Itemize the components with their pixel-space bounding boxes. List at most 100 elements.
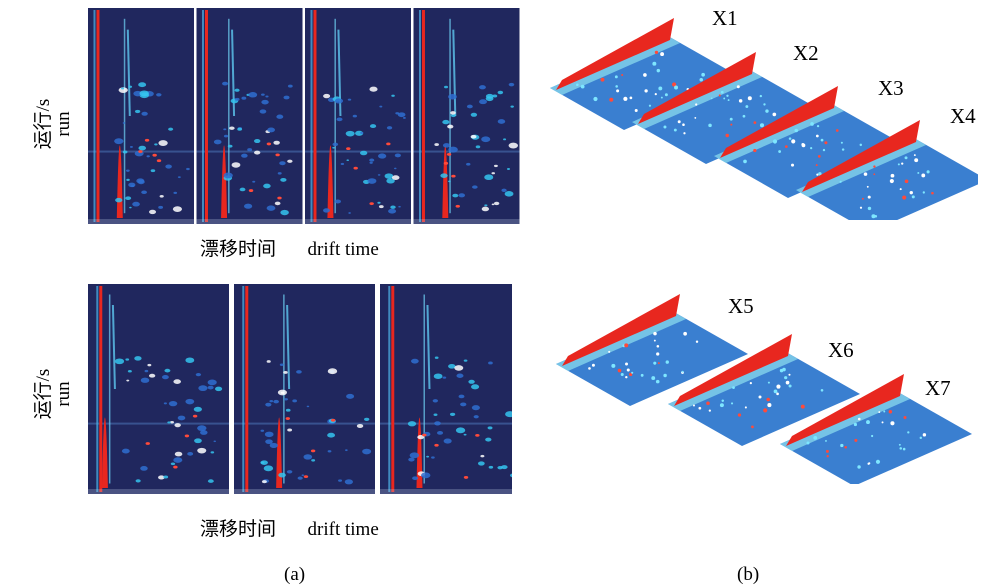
signal-spot: [303, 454, 313, 460]
topographic-plot: [88, 8, 194, 224]
signal-spot: [323, 93, 331, 99]
signal-dot: [656, 344, 660, 348]
signal-spot: [479, 85, 486, 90]
rip-ridge: [802, 120, 920, 192]
red-spot: [443, 161, 449, 165]
signal-spot: [444, 85, 449, 89]
signal-spot: [460, 402, 467, 407]
signal-spot: [162, 374, 169, 380]
signal-spot: [504, 191, 514, 197]
strip-plane: [714, 104, 906, 198]
signal-spot: [344, 479, 353, 485]
signal-dot: [763, 408, 768, 413]
signal-dot: [694, 117, 697, 119]
signal-dot: [859, 206, 863, 209]
signal-spot: [185, 357, 195, 363]
signal-spot: [402, 116, 406, 119]
signal-spot: [471, 384, 480, 390]
signal-dot: [710, 97, 713, 100]
signal-spot: [503, 138, 507, 141]
signal-spot: [252, 180, 256, 183]
signal-dot: [600, 77, 605, 82]
signal-spot: [447, 124, 454, 129]
red-spot: [277, 196, 282, 200]
signal-spot: [327, 450, 332, 453]
baseline-band: [305, 150, 411, 153]
signal-spot: [297, 476, 303, 480]
rip-shoulder: [242, 286, 245, 492]
x-axis-label-top: 漂移时间 drift time: [200, 239, 379, 260]
signal-dot: [682, 123, 685, 126]
signal-spot: [273, 140, 280, 145]
signal-spot: [195, 372, 202, 377]
signal-dot: [899, 447, 903, 450]
signal-spot: [408, 457, 415, 462]
signal-dot: [699, 77, 704, 82]
signal-spot: [488, 361, 493, 365]
signal-dot: [903, 416, 907, 420]
topographic-plot: [413, 8, 520, 224]
signal-dot: [815, 134, 819, 138]
signal-spot: [164, 368, 171, 373]
signal-spot: [327, 368, 338, 375]
topographic-plots-row-1: [88, 8, 522, 228]
signal-spot: [170, 462, 176, 466]
signal-dot: [922, 191, 925, 194]
signal-spot: [129, 145, 133, 148]
red-spot: [310, 449, 316, 453]
signal-dot: [653, 339, 656, 342]
signal-spot: [197, 425, 207, 432]
y-axis-label-bottom: 运行/s run: [33, 368, 74, 420]
streak: [452, 29, 457, 117]
signal-spot: [448, 180, 451, 183]
signal-spot: [287, 159, 293, 163]
red-spot: [386, 142, 391, 146]
signal-spot: [284, 398, 288, 401]
signal-spot: [477, 461, 485, 466]
signal-dot: [866, 420, 870, 425]
signal-spot: [491, 203, 495, 206]
signal-dot: [854, 438, 858, 442]
signal-spot: [409, 452, 420, 459]
signal-spot: [241, 96, 247, 100]
signal-spot: [378, 205, 384, 209]
signal-dot: [841, 148, 845, 151]
three-d-strip: [632, 52, 824, 164]
main-peak: [327, 145, 334, 218]
signal-dot: [853, 422, 858, 427]
signal-spot: [360, 131, 364, 134]
signal-dot: [897, 163, 900, 166]
signal-spot: [440, 173, 448, 178]
signal-dot: [820, 388, 824, 392]
signal-dot: [658, 86, 663, 91]
signal-spot: [480, 454, 485, 458]
signal-spot: [207, 379, 217, 386]
signal-dot: [902, 195, 907, 200]
signal-dot: [665, 360, 669, 364]
signal-spot: [261, 93, 265, 96]
signal-dot: [889, 178, 894, 184]
streak: [111, 304, 116, 390]
signal-spot: [377, 201, 381, 204]
signal-spot: [140, 377, 150, 383]
signal-dot: [788, 384, 792, 388]
signal-spot: [301, 474, 305, 476]
strip-plane: [556, 312, 748, 406]
signal-spot: [174, 451, 183, 457]
signal-spot: [265, 95, 269, 98]
signal-spot: [280, 177, 287, 182]
signal-spot: [266, 360, 271, 363]
signal-dot: [788, 137, 792, 140]
signal-spot: [443, 438, 452, 444]
trace-line: [449, 18, 451, 214]
signal-dot: [931, 191, 934, 195]
y-axis-label-top: 运行/s run: [33, 76, 82, 172]
signal-spot: [163, 475, 169, 479]
signal-dot: [623, 96, 628, 101]
main-peak: [221, 145, 228, 218]
main-peak: [276, 417, 283, 488]
signal-spot: [254, 150, 261, 155]
signal-dot: [861, 197, 864, 200]
signal-spot: [229, 126, 235, 130]
signal-spot: [505, 411, 512, 418]
